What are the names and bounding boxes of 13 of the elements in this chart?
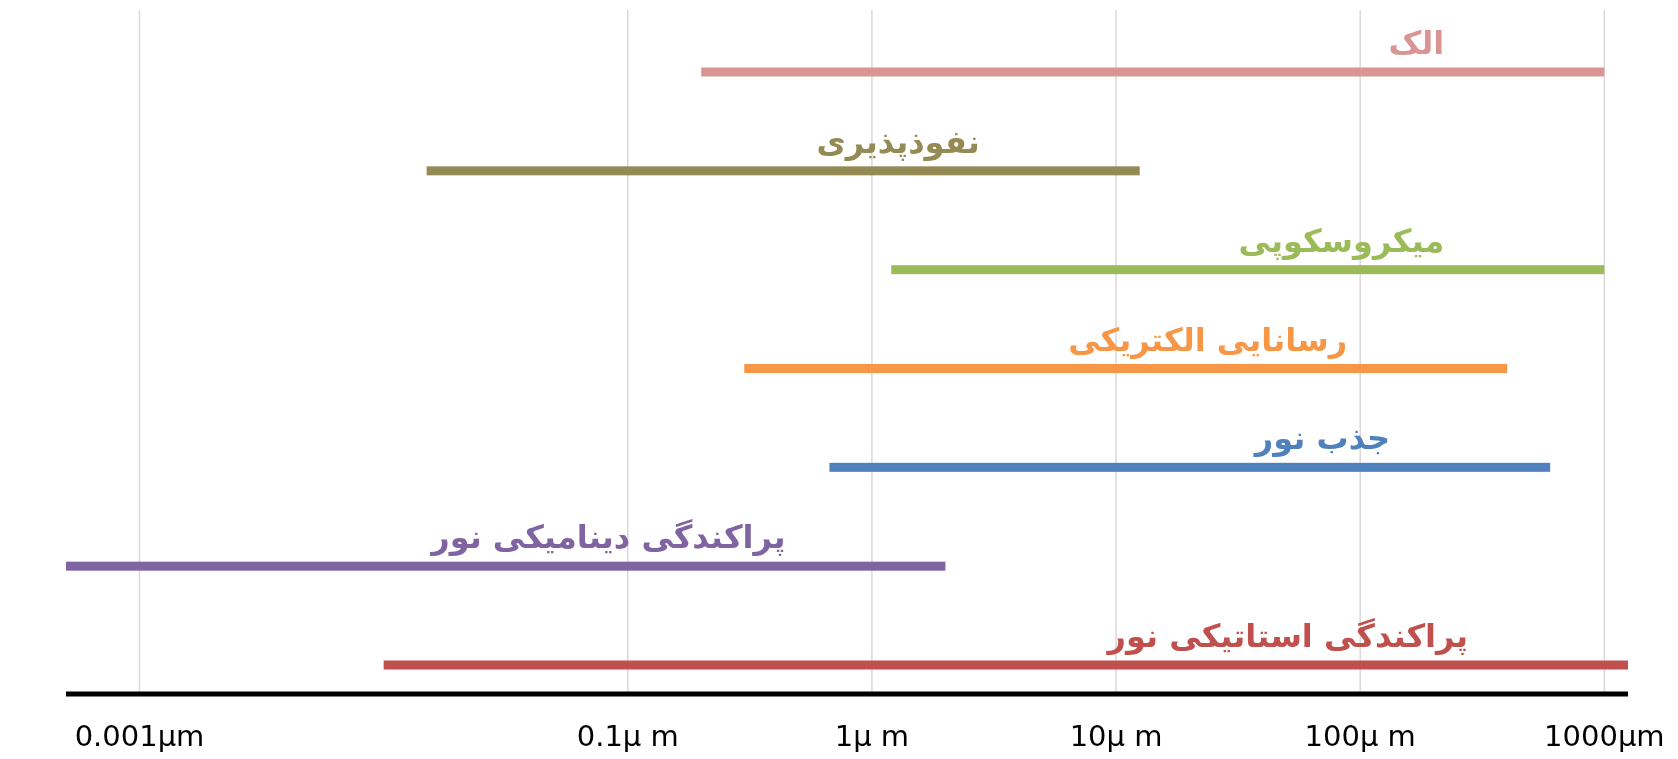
y-tick-label: رسانایی الکتریکی xyxy=(1068,320,1348,359)
y-tick-label: پراکندگی استاتیکی نور xyxy=(1105,617,1468,655)
y-tick-label: میکروسکوپی xyxy=(1238,221,1445,260)
x-tick-label: 0.1µ m xyxy=(576,719,679,753)
y-tick-label: جذب نور xyxy=(1252,419,1391,458)
x-tick-label: 10µ m xyxy=(1069,719,1163,753)
x-tick-label: 1000µm xyxy=(1544,719,1665,753)
y-tick-label: الک xyxy=(1388,24,1445,62)
y-tick-label: پراکندگی دینامیکی نور xyxy=(429,518,786,557)
x-tick-label: 1µ m xyxy=(834,719,910,753)
y-tick-label: نفوذپذیری xyxy=(816,122,980,161)
x-tick-label: 0.001µm xyxy=(74,719,205,753)
x-tick-label: 100µ m xyxy=(1304,719,1416,753)
